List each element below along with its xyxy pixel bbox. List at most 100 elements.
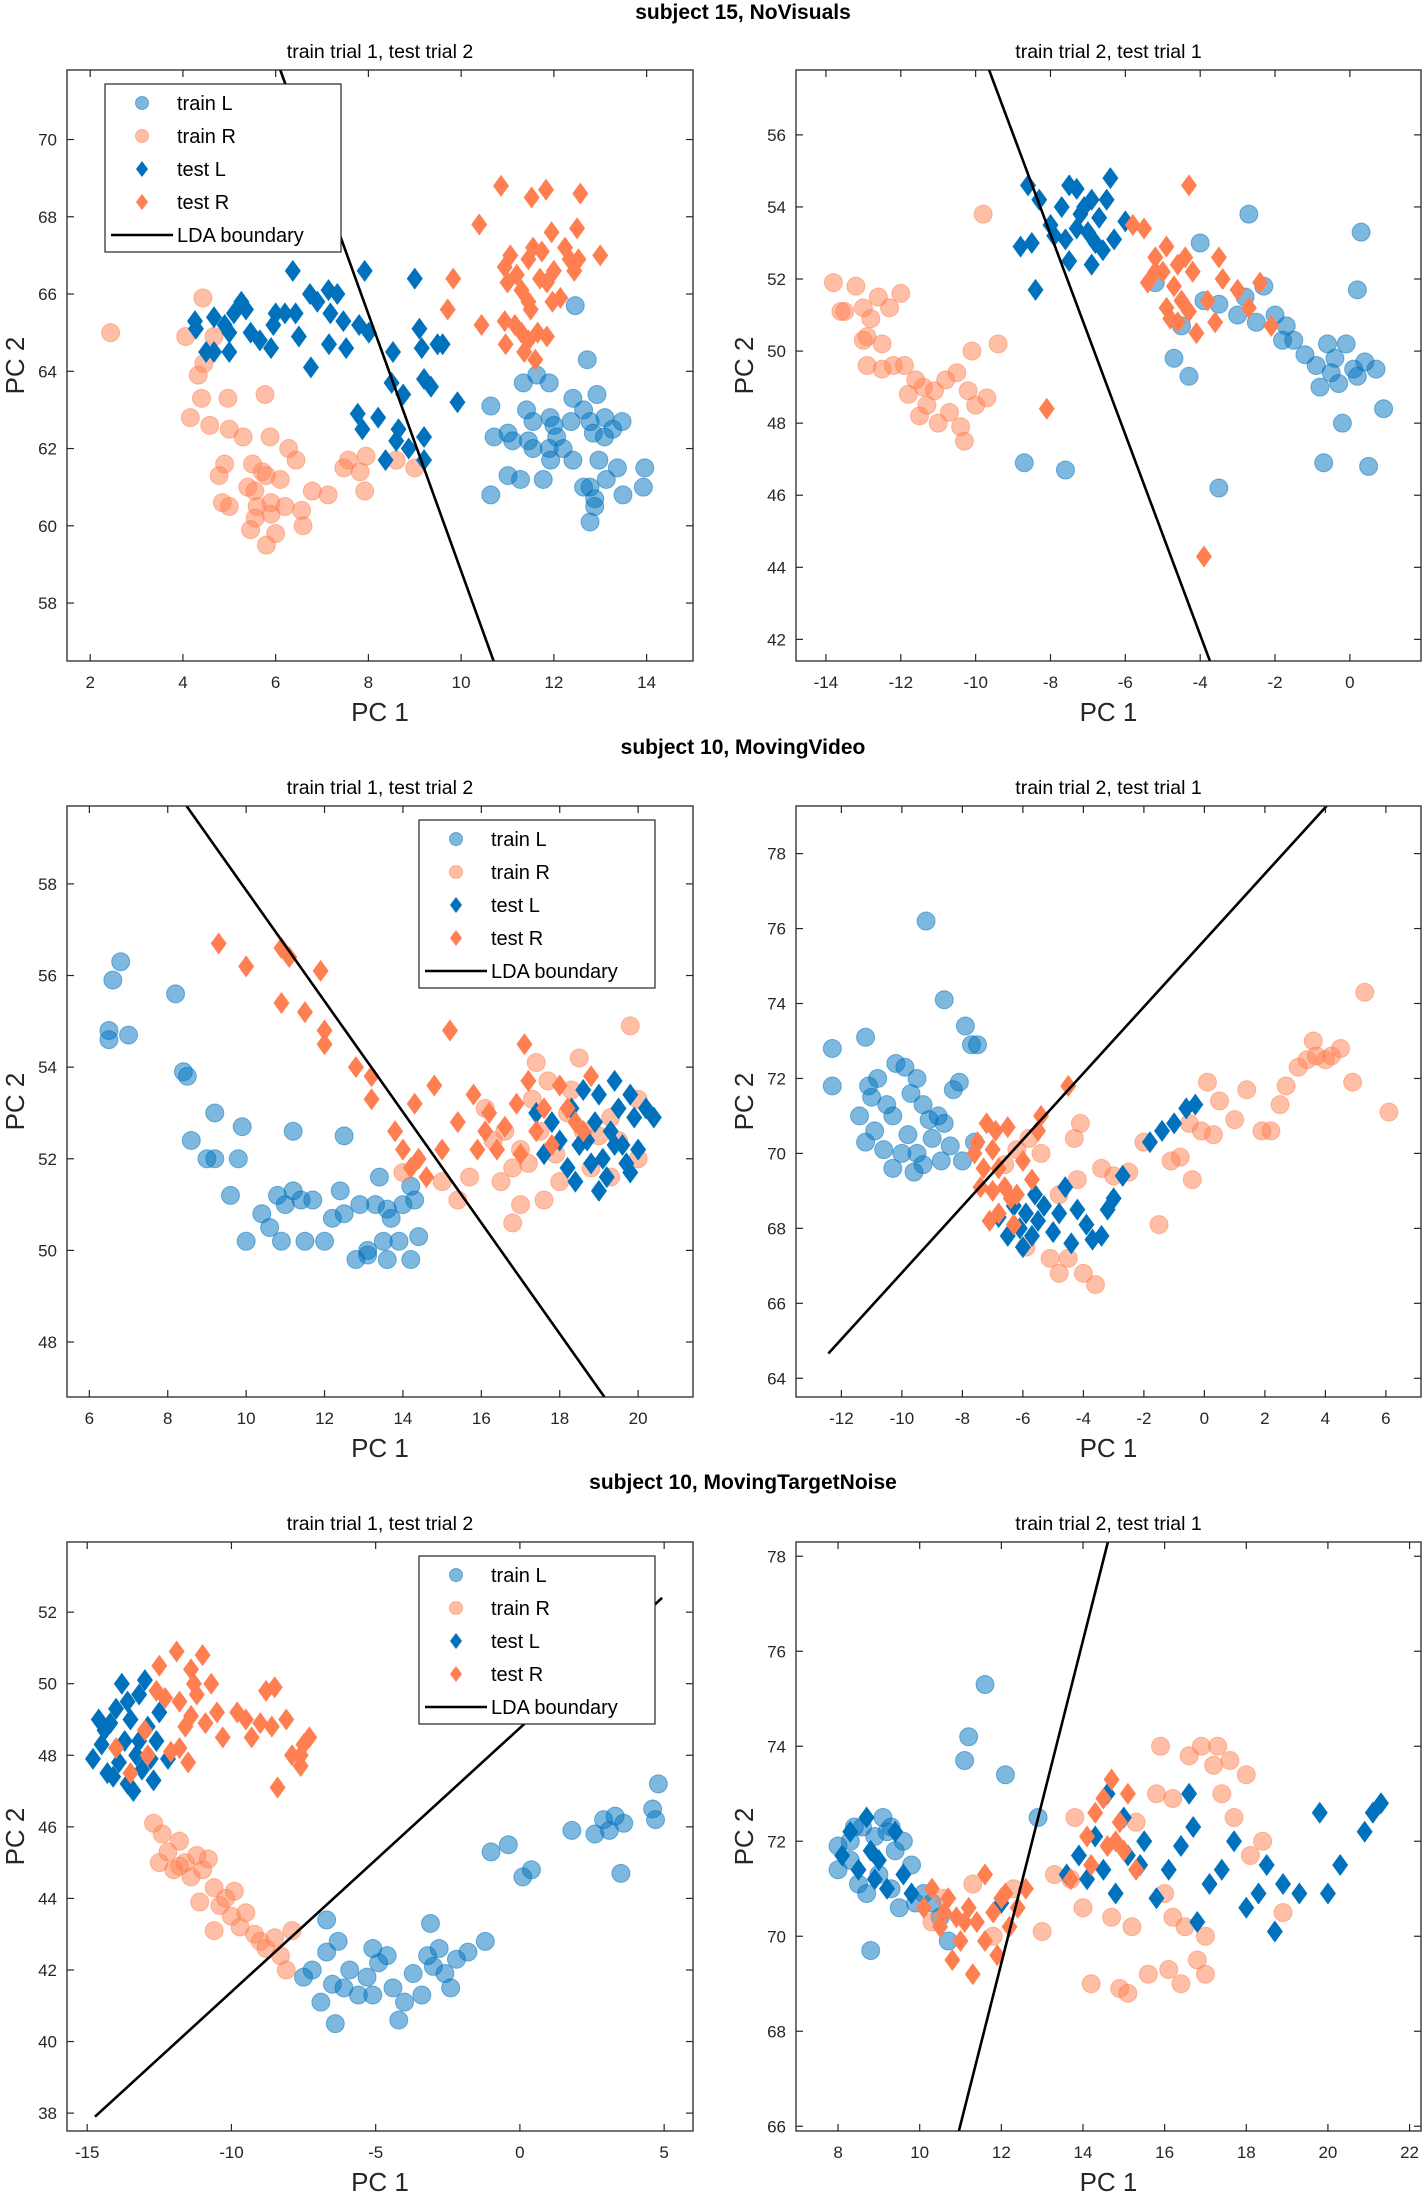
plot-area [796,806,1421,1397]
train-l-point [260,1217,280,1237]
x-axis-label: PC 1 [351,2167,409,2197]
train-r-point [891,283,911,303]
train-r-point [191,388,211,408]
test-l-point [1275,1873,1292,1895]
train-l-point [968,1035,988,1055]
train-l-point [521,1860,541,1880]
panel-title: train trial 2, test trial 1 [1015,1513,1201,1535]
legend-marker-train-r [449,865,463,879]
test-l-point [221,340,238,363]
test-r-point [445,267,462,290]
test-r-point [545,259,562,282]
test-r-point [559,1097,576,1120]
train-r-point [255,384,275,404]
train-l-point [1366,359,1386,379]
test-r-point [543,221,560,244]
x-tick-label: -2 [1267,673,1282,692]
train-r-point [973,204,993,224]
test-l-point [870,1849,887,1872]
test-l-point [411,317,428,340]
test-l-point [309,290,326,313]
y-tick-label: 68 [767,1219,786,1238]
train-r-point [170,1856,190,1876]
test-r-point [952,1930,969,1952]
legend-diamond-icon [450,930,462,946]
train-l-point [533,469,553,489]
test-r-point [997,1882,1014,1905]
legend-entry-label: test R [491,1664,543,1686]
train-r-point [302,481,322,501]
train-r-point [511,1195,531,1215]
train-r-point [1081,1974,1101,1994]
train-r-point [1331,1038,1351,1058]
test-l-point [842,1820,859,1843]
y-tick-label: 70 [767,1144,786,1163]
train-l-point [103,970,123,990]
scatter-panel-4: -12 -10 -8 -6 -4 -2 0 2 4 6 64 66 68 70 72 74 76 78 train … [729,777,1422,1463]
test-r-point [1184,260,1201,283]
train-r-point [503,1213,523,1233]
test-l-point [630,1138,647,1161]
legend-entry-label: test L [491,1631,540,1653]
train-r-point [1204,1755,1224,1775]
train-l-point [99,1030,119,1050]
train-l-point [441,1978,461,1998]
test-r-point [1263,314,1280,337]
test-l-point [384,340,401,363]
train-r-point [219,496,239,516]
test-l-point [287,302,304,325]
train-r-point [198,1849,218,1869]
test-r-point [1128,1858,1145,1881]
train-l-point [236,1231,256,1251]
test-l-point [136,1669,153,1692]
test-l-point [1027,278,1044,301]
train-l-point [857,1884,877,1903]
test-r-point [363,1088,380,1111]
train-r-point [1070,1113,1090,1133]
test-r-point [520,1069,537,1092]
train-r-point [1171,1974,1191,1994]
x-tick-label: -10 [963,673,988,692]
train-l-point [1310,377,1330,397]
train-l-point [1209,478,1229,498]
x-tick-label: 14 [393,1409,412,1428]
axes-frame [795,1541,1422,2132]
train-l-point [934,990,954,1010]
train-r-point [101,323,121,343]
test-l-point [1091,206,1108,229]
test-r-point [1005,1213,1022,1236]
test-l-point [320,333,337,356]
test-r-point [977,1863,994,1886]
train-l-point [907,1068,927,1088]
test-r-point [296,1001,313,1024]
train-l-point [955,1016,975,1036]
test-l-point [329,283,346,306]
data-layer [84,1596,668,2118]
train-l-point [369,1167,389,1187]
x-tick-label: -8 [1043,673,1058,692]
test-l-point [356,259,373,282]
train-r-point [1253,1831,1273,1851]
train-l-point [523,439,543,459]
test-r-point [203,1672,220,1695]
series-train-r [393,1016,648,1233]
train-r-point [1212,1784,1232,1804]
train-l-point [409,1227,429,1247]
x-tick-label: 10 [452,673,471,692]
test-l-point [1053,195,1070,218]
train-r-point [1355,982,1375,1002]
x-tick-label: 8 [364,673,373,692]
train-l-point [111,952,131,972]
test-r-point [1124,213,1141,236]
y-axis-label: PC 2 [0,1808,30,1866]
test-l-point [1106,228,1123,251]
test-l-point [1372,1792,1389,1815]
train-l-point [1246,312,1266,332]
test-r-point [1033,1104,1050,1127]
legend-diamond-icon [450,1666,462,1682]
test-r-point [1207,311,1224,334]
series-test-r [1038,174,1280,568]
train-r-point [1163,1789,1183,1808]
train-r-point [853,330,873,350]
